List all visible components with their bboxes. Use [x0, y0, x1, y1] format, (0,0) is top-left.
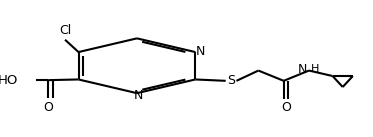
Text: N: N	[298, 63, 307, 76]
Text: HO: HO	[0, 74, 18, 87]
Text: N: N	[196, 45, 205, 58]
Text: O: O	[43, 101, 53, 114]
Text: N: N	[134, 89, 143, 102]
Text: H: H	[311, 64, 319, 74]
Text: Cl: Cl	[59, 24, 71, 37]
Text: O: O	[281, 101, 291, 114]
Text: S: S	[228, 74, 235, 87]
